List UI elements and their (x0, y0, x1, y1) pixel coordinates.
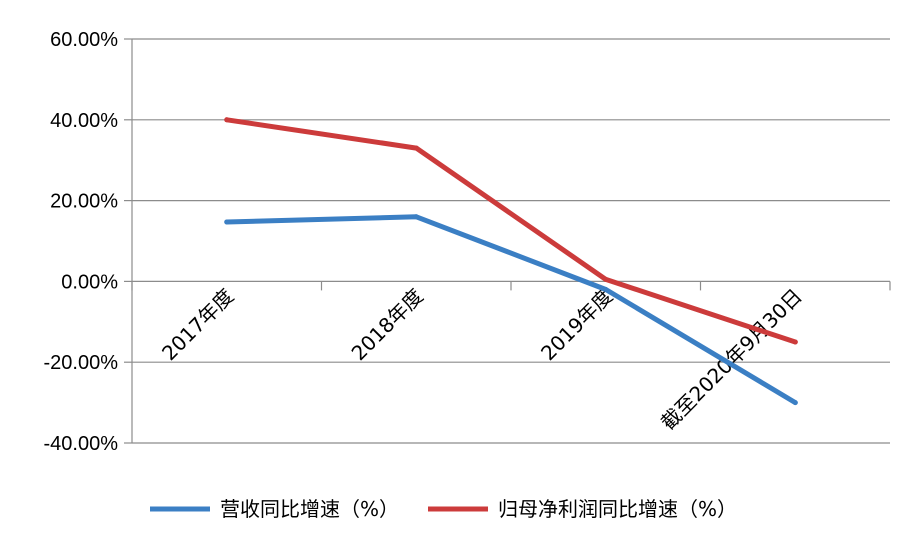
series-line (224, 117, 798, 345)
x-axis-category-labels: 2017年度 2018年度 2019年度 截至2020年9月30日 (157, 284, 807, 435)
y-tick-label: 20.00% (50, 191, 118, 213)
data-point (792, 339, 798, 345)
legend-label: 归母净利润同比增速（%） (498, 497, 737, 521)
y-tick-label: -40.00% (44, 433, 119, 455)
y-tick-label: 40.00% (50, 110, 118, 132)
legend: 营收同比增速（%） 归母净利润同比增速（%） (150, 497, 737, 521)
data-point (603, 286, 609, 292)
y-tick-label: 60.00% (50, 29, 118, 51)
data-point (413, 214, 419, 220)
data-point (792, 400, 798, 406)
series-lines (224, 117, 798, 406)
data-point (413, 145, 419, 151)
data-point (224, 117, 230, 123)
gridlines (132, 38, 890, 444)
y-axis-tick-labels: 60.00% 40.00% 20.00% 0.00% -20.00% -40.00% (44, 29, 119, 455)
category-label: 2017年度 (157, 284, 238, 365)
category-label: 2019年度 (536, 284, 617, 365)
data-point (224, 219, 230, 225)
data-point (603, 276, 609, 282)
series-line (224, 214, 798, 406)
legend-label: 营收同比增速（%） (220, 497, 399, 521)
y-tick-label: -20.00% (44, 352, 119, 374)
axes (124, 38, 891, 444)
category-label: 2018年度 (347, 284, 428, 365)
y-tick-label: 0.00% (61, 271, 118, 293)
category-label: 截至2020年9月30日 (656, 284, 807, 435)
